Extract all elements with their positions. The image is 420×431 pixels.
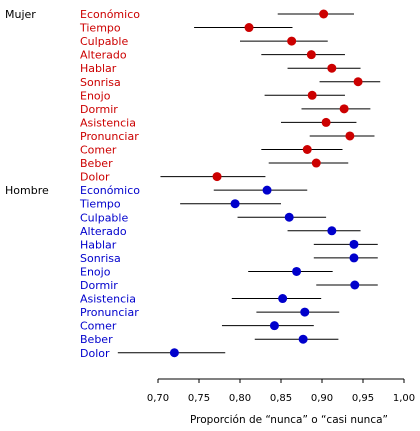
row-label: Enojo bbox=[80, 89, 111, 102]
row-label: Hablar bbox=[80, 62, 117, 75]
estimate-point bbox=[307, 90, 317, 100]
row-label: Comer bbox=[80, 320, 117, 333]
estimate-point bbox=[302, 145, 312, 154]
row-label: Dolor bbox=[80, 171, 110, 184]
estimate-point bbox=[327, 226, 337, 236]
row-label: Dolor bbox=[80, 347, 110, 360]
estimate-point bbox=[212, 172, 222, 182]
x-tick-label: 0,95 bbox=[352, 393, 374, 404]
x-tick-label: 0,75 bbox=[188, 393, 210, 404]
row-label: Tiempo bbox=[79, 198, 121, 211]
row-label: Culpable bbox=[80, 35, 128, 48]
row-label: Culpable bbox=[80, 211, 128, 224]
estimate-point bbox=[353, 77, 363, 87]
x-tick-label: 0,70 bbox=[147, 393, 169, 404]
row-label: Comer bbox=[80, 144, 117, 157]
row-label: Beber bbox=[80, 333, 113, 346]
estimate-point bbox=[311, 158, 321, 168]
estimate-point bbox=[278, 294, 288, 304]
estimate-point bbox=[287, 36, 297, 46]
x-axis-label: Proporción de “nunca” o “casi nunca” bbox=[190, 414, 388, 426]
row-label: Beber bbox=[80, 157, 113, 170]
row-label: Pronunciar bbox=[80, 130, 139, 143]
estimate-point bbox=[321, 117, 331, 127]
row-label: Asistencia bbox=[80, 116, 136, 129]
row-label: Hablar bbox=[80, 238, 117, 251]
estimate-point bbox=[298, 334, 308, 344]
estimate-point bbox=[306, 50, 316, 60]
row-label: Asistencia bbox=[80, 293, 136, 306]
row-label: Pronunciar bbox=[80, 306, 139, 319]
estimate-point bbox=[300, 307, 310, 317]
estimate-point bbox=[169, 348, 179, 358]
estimate-point bbox=[284, 212, 294, 222]
group-label: Mujer bbox=[5, 8, 36, 21]
estimate-point bbox=[327, 63, 337, 73]
row-label: Enojo bbox=[80, 265, 111, 278]
x-tick-label: 1,00 bbox=[393, 393, 415, 404]
estimate-point bbox=[244, 23, 254, 33]
row-label: Económico bbox=[80, 8, 140, 21]
x-axis-ticks: 0,70 0,75 0,80 0,85 0,90 0,95 1,00 bbox=[147, 379, 415, 404]
row-label: Tiempo bbox=[79, 22, 121, 35]
estimate-point bbox=[349, 239, 359, 249]
row-label: Dormir bbox=[80, 279, 118, 292]
estimate-point bbox=[345, 131, 355, 141]
plot-rows: Mujer EconómicoTiempoCulpableAlteradoHabl… bbox=[5, 8, 381, 360]
row-label: Sonrisa bbox=[80, 76, 121, 89]
row-label: Alterado bbox=[80, 49, 127, 62]
estimate-point bbox=[262, 185, 272, 195]
row-label: Sonrisa bbox=[80, 252, 121, 265]
estimate-point bbox=[319, 9, 329, 19]
row-label: Económico bbox=[80, 184, 140, 197]
estimate-point bbox=[349, 253, 359, 263]
row-label: Alterado bbox=[80, 225, 127, 238]
x-tick-label: 0,85 bbox=[270, 393, 292, 404]
estimate-point bbox=[350, 280, 360, 290]
estimate-point bbox=[292, 266, 302, 276]
group-label: Hombre bbox=[5, 184, 49, 197]
estimate-point bbox=[230, 199, 240, 209]
x-tick-label: 0,80 bbox=[229, 393, 251, 404]
x-tick-label: 0,90 bbox=[311, 393, 333, 404]
estimate-point bbox=[269, 321, 279, 331]
estimate-point bbox=[339, 104, 349, 114]
row-label: Dormir bbox=[80, 103, 118, 116]
